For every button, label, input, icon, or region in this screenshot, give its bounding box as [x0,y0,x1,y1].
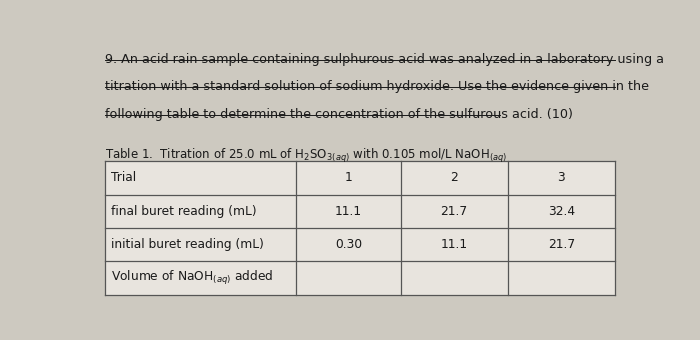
Text: Volume of NaOH$_{(aq)}$ added: Volume of NaOH$_{(aq)}$ added [111,269,274,287]
Text: 3: 3 [557,171,565,184]
Text: Trial: Trial [111,171,136,184]
Text: 2: 2 [450,171,458,184]
Text: 21.7: 21.7 [440,205,468,218]
Text: final buret reading (mL): final buret reading (mL) [111,205,257,218]
Text: 21.7: 21.7 [547,238,575,251]
Text: Table 1.  Titration of 25.0 mL of H$_2$SO$_3$$_{(aq)}$ with 0.105 mol/L NaOH$_{(: Table 1. Titration of 25.0 mL of H$_2$SO… [105,147,507,165]
Text: 32.4: 32.4 [547,205,575,218]
Text: 0.30: 0.30 [335,238,362,251]
Text: 11.1: 11.1 [335,205,362,218]
Bar [105,161,615,295]
Text: following table to determine the concentration of the sulfurous acid. (10): following table to determine the concent… [105,107,573,121]
Text: 11.1: 11.1 [440,238,468,251]
Text: initial buret reading (mL): initial buret reading (mL) [111,238,264,251]
Text: 9. An acid rain sample containing sulphurous acid was analyzed in a laboratory u: 9. An acid rain sample containing sulphu… [105,53,664,66]
Text: titration with a standard solution of sodium hydroxide. Use the evidence given i: titration with a standard solution of so… [105,80,649,93]
Text: 1: 1 [344,171,352,184]
